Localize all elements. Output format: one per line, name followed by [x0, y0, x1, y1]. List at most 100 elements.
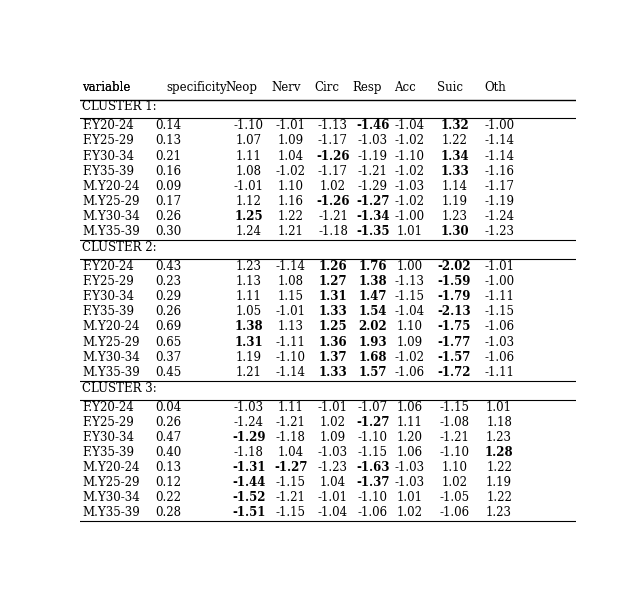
Text: -1.31: -1.31 — [232, 461, 266, 474]
Text: 1.12: 1.12 — [236, 195, 262, 208]
Text: 1.00: 1.00 — [397, 260, 423, 273]
Text: 0.29: 0.29 — [156, 290, 182, 303]
Text: 0.26: 0.26 — [156, 210, 182, 223]
Text: 1.10: 1.10 — [442, 461, 467, 474]
Text: -1.13: -1.13 — [318, 120, 348, 132]
Text: Circ: Circ — [314, 81, 339, 94]
Text: -1.02: -1.02 — [395, 195, 425, 208]
Text: Acc: Acc — [394, 81, 416, 94]
Text: F.Y20-24: F.Y20-24 — [83, 120, 134, 132]
Text: -1.15: -1.15 — [276, 476, 306, 489]
Text: 1.02: 1.02 — [442, 476, 467, 489]
Text: 1.01: 1.01 — [397, 225, 423, 238]
Text: -1.05: -1.05 — [440, 491, 470, 504]
Text: 0.40: 0.40 — [156, 446, 182, 459]
Text: -1.15: -1.15 — [358, 446, 388, 459]
Text: 1.31: 1.31 — [234, 335, 263, 349]
Text: -1.27: -1.27 — [356, 195, 389, 208]
Text: -2.02: -2.02 — [438, 260, 471, 273]
Text: M.Y30-34: M.Y30-34 — [83, 351, 140, 364]
Text: -1.16: -1.16 — [484, 165, 514, 178]
Text: 0.26: 0.26 — [156, 305, 182, 318]
Text: 0.13: 0.13 — [156, 134, 182, 148]
Text: 1.14: 1.14 — [442, 180, 467, 192]
Text: -1.57: -1.57 — [438, 351, 471, 364]
Text: -1.17: -1.17 — [318, 134, 348, 148]
Text: variable: variable — [83, 81, 131, 94]
Text: 1.68: 1.68 — [358, 351, 387, 364]
Text: -1.04: -1.04 — [318, 506, 348, 519]
Text: -1.21: -1.21 — [358, 165, 388, 178]
Text: 1.23: 1.23 — [442, 210, 467, 223]
Text: 1.08: 1.08 — [236, 165, 262, 178]
Text: 1.23: 1.23 — [236, 260, 262, 273]
Text: 0.43: 0.43 — [156, 260, 182, 273]
Text: F.Y25-29: F.Y25-29 — [83, 275, 134, 288]
Text: -1.11: -1.11 — [484, 290, 514, 303]
Text: -1.02: -1.02 — [276, 165, 306, 178]
Text: -1.79: -1.79 — [438, 290, 471, 303]
Text: Nerv: Nerv — [271, 81, 301, 94]
Text: 1.02: 1.02 — [397, 506, 423, 519]
Text: -1.18: -1.18 — [318, 225, 348, 238]
Text: M.Y35-39: M.Y35-39 — [83, 366, 140, 379]
Text: M.Y20-24: M.Y20-24 — [83, 321, 140, 333]
Text: 1.23: 1.23 — [486, 431, 512, 444]
Text: -1.24: -1.24 — [484, 210, 514, 223]
Text: -1.10: -1.10 — [276, 351, 306, 364]
Text: -1.14: -1.14 — [484, 150, 514, 162]
Text: -1.15: -1.15 — [276, 506, 306, 519]
Text: 1.22: 1.22 — [442, 134, 467, 148]
Text: -1.10: -1.10 — [440, 446, 470, 459]
Text: -1.14: -1.14 — [276, 366, 306, 379]
Text: 1.19: 1.19 — [442, 195, 467, 208]
Text: -1.03: -1.03 — [484, 335, 514, 349]
Text: 0.26: 0.26 — [156, 416, 182, 428]
Text: 1.33: 1.33 — [319, 366, 348, 379]
Text: 0.04: 0.04 — [156, 401, 182, 414]
Text: M.Y35-39: M.Y35-39 — [83, 225, 140, 238]
Text: F.Y30-34: F.Y30-34 — [83, 150, 134, 162]
Text: CLUSTER 3:: CLUSTER 3: — [83, 382, 157, 395]
Text: -1.21: -1.21 — [276, 491, 306, 504]
Text: M.Y20-24: M.Y20-24 — [83, 461, 140, 474]
Text: -1.21: -1.21 — [440, 431, 469, 444]
Text: -1.00: -1.00 — [484, 275, 514, 288]
Text: 1.19: 1.19 — [486, 476, 512, 489]
Text: -1.03: -1.03 — [395, 461, 425, 474]
Text: F.Y30-34: F.Y30-34 — [83, 290, 134, 303]
Text: M.Y30-34: M.Y30-34 — [83, 491, 140, 504]
Text: M.Y35-39: M.Y35-39 — [83, 506, 140, 519]
Text: 1.11: 1.11 — [236, 150, 262, 162]
Text: 0.09: 0.09 — [156, 180, 182, 192]
Text: 0.14: 0.14 — [156, 120, 182, 132]
Text: -1.07: -1.07 — [358, 401, 388, 414]
Text: -1.44: -1.44 — [232, 476, 266, 489]
Text: variable: variable — [83, 81, 131, 94]
Text: -1.26: -1.26 — [316, 195, 349, 208]
Text: 1.11: 1.11 — [236, 290, 262, 303]
Text: -1.02: -1.02 — [395, 351, 425, 364]
Text: -1.72: -1.72 — [438, 366, 471, 379]
Text: -1.63: -1.63 — [356, 461, 389, 474]
Text: -1.46: -1.46 — [356, 120, 389, 132]
Text: -1.11: -1.11 — [276, 335, 306, 349]
Text: -1.14: -1.14 — [276, 260, 306, 273]
Text: 2.02: 2.02 — [358, 321, 387, 333]
Text: 1.19: 1.19 — [236, 351, 262, 364]
Text: -1.01: -1.01 — [276, 305, 306, 318]
Text: -1.10: -1.10 — [358, 491, 388, 504]
Text: -1.10: -1.10 — [395, 150, 425, 162]
Text: 0.30: 0.30 — [156, 225, 182, 238]
Text: 1.22: 1.22 — [486, 491, 512, 504]
Text: -1.04: -1.04 — [395, 120, 425, 132]
Text: 1.38: 1.38 — [234, 321, 263, 333]
Text: 1.20: 1.20 — [397, 431, 423, 444]
Text: -1.10: -1.10 — [234, 120, 264, 132]
Text: -1.11: -1.11 — [484, 366, 514, 379]
Text: 1.07: 1.07 — [236, 134, 262, 148]
Text: 1.32: 1.32 — [440, 120, 469, 132]
Text: -1.02: -1.02 — [395, 165, 425, 178]
Text: 1.11: 1.11 — [397, 416, 423, 428]
Text: specificity: specificity — [167, 81, 227, 94]
